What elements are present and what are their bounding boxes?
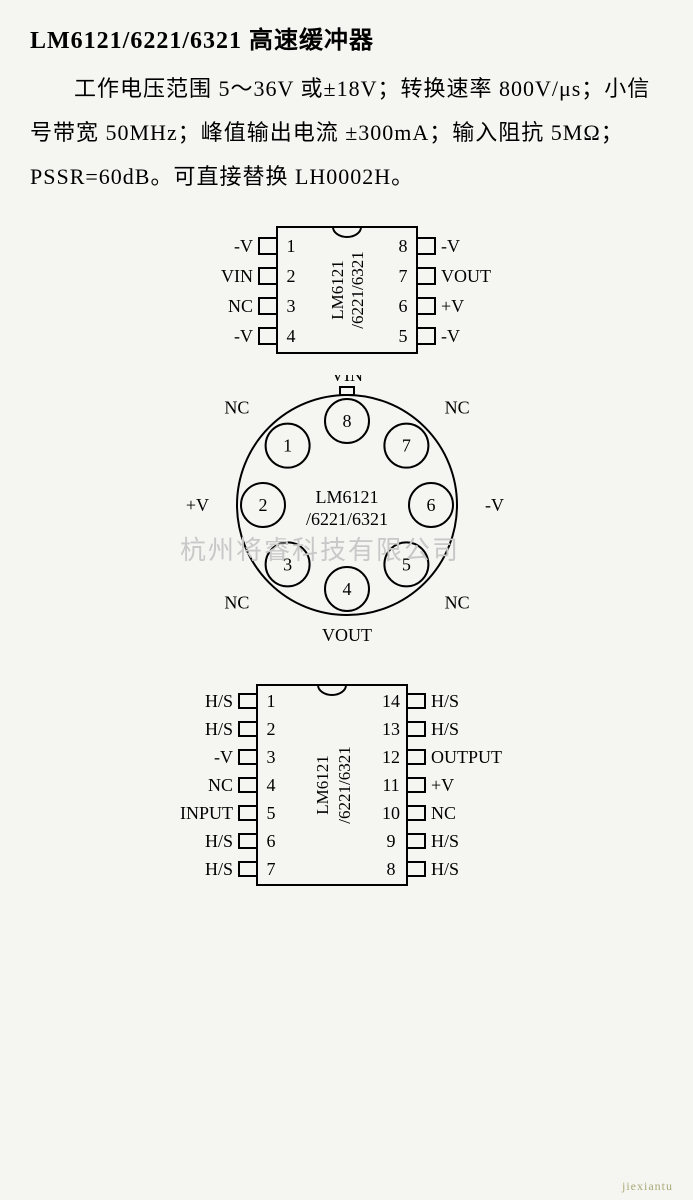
svg-text:8: 8 bbox=[342, 411, 351, 431]
svg-text:NC: NC bbox=[444, 397, 469, 417]
svg-text:VOUT: VOUT bbox=[322, 625, 372, 645]
svg-text:NC: NC bbox=[207, 775, 232, 795]
svg-text:NC: NC bbox=[431, 803, 456, 823]
svg-text:-V: -V bbox=[234, 326, 253, 346]
svg-text:9: 9 bbox=[386, 831, 395, 851]
svg-text:H/S: H/S bbox=[431, 719, 459, 739]
svg-text:-V: -V bbox=[441, 236, 460, 256]
svg-text:6: 6 bbox=[398, 296, 407, 316]
svg-text:1: 1 bbox=[283, 436, 292, 456]
page-title: LM6121/6221/6321 高速缓冲器 bbox=[30, 20, 663, 55]
svg-text:4: 4 bbox=[342, 579, 351, 599]
svg-text:5: 5 bbox=[401, 554, 410, 574]
dip8-diagram: 1 8 -V -V 2 7 VIN VOUT 3 6 NC +V 4 5 -V -V LM6121/6221/6… bbox=[157, 215, 537, 365]
svg-text:H/S: H/S bbox=[431, 859, 459, 879]
svg-text:6: 6 bbox=[266, 831, 275, 851]
svg-text:5: 5 bbox=[266, 803, 275, 823]
svg-text:2: 2 bbox=[266, 719, 275, 739]
svg-text:VOUT: VOUT bbox=[441, 266, 491, 286]
svg-text:VIN: VIN bbox=[221, 266, 253, 286]
round8-diagram: 8 1 NC 2 +V 3 NC 4 5 NC 6 -V 7 NC VIN VOUT LM6121/6221/6… bbox=[157, 375, 537, 665]
svg-text:10: 10 bbox=[382, 803, 400, 823]
svg-text:2: 2 bbox=[258, 495, 267, 515]
svg-text:7: 7 bbox=[266, 859, 275, 879]
svg-text:7: 7 bbox=[398, 266, 407, 286]
description-text: 工作电压范围 5～36V 或±18V；转换速率 800V/μs；小信号带宽 50… bbox=[30, 67, 663, 199]
svg-text:4: 4 bbox=[286, 326, 295, 346]
svg-text:+V: +V bbox=[431, 775, 454, 795]
svg-text:/6221/6321: /6221/6321 bbox=[305, 509, 387, 529]
svg-text:11: 11 bbox=[382, 775, 399, 795]
svg-text:/6221/6321: /6221/6321 bbox=[348, 251, 367, 328]
svg-text:4: 4 bbox=[266, 775, 275, 795]
svg-text:H/S: H/S bbox=[204, 691, 232, 711]
svg-text:VIN: VIN bbox=[331, 375, 363, 385]
svg-text:13: 13 bbox=[382, 719, 400, 739]
svg-text:5: 5 bbox=[398, 326, 407, 346]
svg-text:1: 1 bbox=[286, 236, 295, 256]
svg-text:NC: NC bbox=[224, 397, 249, 417]
svg-text:H/S: H/S bbox=[204, 831, 232, 851]
svg-text:6: 6 bbox=[426, 495, 435, 515]
svg-text:LM6121: LM6121 bbox=[328, 260, 347, 320]
svg-text:-V: -V bbox=[214, 747, 233, 767]
svg-text:8: 8 bbox=[386, 859, 395, 879]
dip14-diagram: 1 14 H/S H/S 2 13 H/S H/S 3 12 -V OUTPUT 4 11 NC +V 5 10 I… bbox=[137, 675, 557, 905]
svg-text:2: 2 bbox=[286, 266, 295, 286]
svg-text:-V: -V bbox=[234, 236, 253, 256]
svg-text:3: 3 bbox=[286, 296, 295, 316]
svg-text:3: 3 bbox=[266, 747, 275, 767]
svg-text:NC: NC bbox=[444, 593, 469, 613]
svg-text:H/S: H/S bbox=[204, 719, 232, 739]
svg-text:-V: -V bbox=[485, 495, 504, 515]
svg-text:NC: NC bbox=[224, 593, 249, 613]
svg-text:/6221/6321: /6221/6321 bbox=[335, 746, 354, 823]
svg-text:12: 12 bbox=[382, 747, 400, 767]
svg-text:8: 8 bbox=[398, 236, 407, 256]
svg-text:OUTPUT: OUTPUT bbox=[431, 747, 502, 767]
watermark-footer: jiexiantu bbox=[622, 1179, 673, 1194]
svg-text:+V: +V bbox=[441, 296, 464, 316]
svg-text:7: 7 bbox=[401, 436, 410, 456]
svg-text:NC: NC bbox=[227, 296, 252, 316]
svg-text:1: 1 bbox=[266, 691, 275, 711]
svg-text:-V: -V bbox=[441, 326, 460, 346]
svg-text:H/S: H/S bbox=[431, 831, 459, 851]
svg-text:+V: +V bbox=[185, 495, 208, 515]
svg-text:LM6121: LM6121 bbox=[315, 487, 378, 507]
svg-text:INPUT: INPUT bbox=[180, 803, 233, 823]
svg-text:LM6121: LM6121 bbox=[313, 755, 332, 815]
svg-text:14: 14 bbox=[382, 691, 400, 711]
svg-text:H/S: H/S bbox=[204, 859, 232, 879]
svg-text:H/S: H/S bbox=[431, 691, 459, 711]
svg-text:3: 3 bbox=[283, 554, 292, 574]
